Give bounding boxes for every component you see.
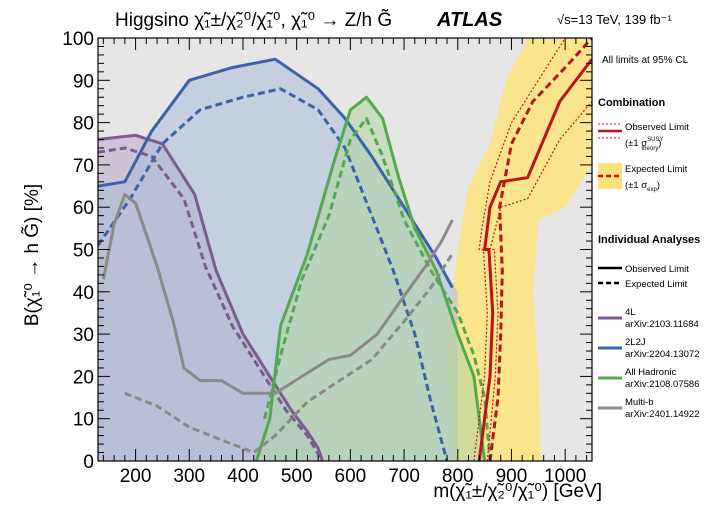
experiment-label: ATLAS — [436, 9, 503, 31]
x-tick-label: 400 — [227, 466, 259, 487]
legend-hadronic-name: All Hadronic — [625, 367, 676, 378]
4l-expected-line — [98, 146, 324, 461]
legend-obs-sup: SUSY — [647, 137, 663, 143]
combination-observed-down — [486, 101, 592, 461]
combination-observed-up — [473, 38, 566, 461]
legend-comb-observed-sub: (±1 σSUSY theory) — [625, 137, 664, 152]
legend-2l2j-ref: arXiv:2204.13072 — [625, 349, 699, 360]
y-tick-label: 40 — [73, 283, 94, 304]
y-tick-label: 60 — [73, 198, 94, 219]
axes: 200 300 400 500 600 700 800 900 1000 0 10 20 30 40 50 6… — [62, 29, 593, 487]
legend-hadronic-ref: arXiv:2108.07586 — [625, 379, 699, 390]
all-hadronic-expected-line — [263, 116, 492, 461]
y-tick-label: 30 — [73, 325, 94, 346]
y-axis-label: B(χ̃₁⁰ → h G̃) [%] — [21, 184, 43, 326]
legend-ind-expected: Expected Limit — [625, 279, 688, 290]
legend-multib-name: Multi-b — [625, 397, 654, 408]
legend-combination-header: Combination — [598, 97, 665, 109]
4l-observed-line — [98, 133, 324, 461]
chart-title: Higgsino χ̃₁±/χ̃₂⁰/χ̃₁⁰, χ̃₁⁰ → Z/h G̃ — [115, 9, 392, 31]
y-tick-label: 100 — [62, 29, 94, 50]
y-tick-label: 50 — [73, 241, 94, 262]
x-tick-label: 600 — [335, 466, 367, 487]
combination-observed-line — [477, 58, 592, 461]
legend-comb-expected-sub: (±1 σexp) — [625, 180, 660, 193]
2l2j-expected-line — [98, 87, 449, 461]
legend: All limits at 95% CL Combination Observe… — [598, 55, 700, 420]
x-tick-label: 200 — [120, 466, 152, 487]
legend-obs-sub: (±1 σ — [625, 138, 647, 149]
y-tick-label: 10 — [73, 410, 94, 431]
combination-expected-band — [447, 38, 592, 461]
legend-ind-observed: Observed Limit — [625, 264, 689, 275]
legend-obs-subsub: theory — [642, 146, 659, 152]
multi-b-observed-line — [101, 193, 454, 395]
x-tick-label: 800 — [442, 466, 474, 487]
legend-comb-observed: Observed Limit — [625, 122, 689, 133]
multi-b-expected-line — [124, 252, 454, 454]
y-tick-label: 20 — [73, 367, 94, 388]
legend-2l2j-name: 2L2J — [625, 337, 646, 348]
legend-4l-name: 4L — [625, 307, 636, 318]
x-tick-label: 300 — [173, 466, 205, 487]
legend-comb-expected: Expected Limit — [625, 164, 688, 175]
x-tick-label: 900 — [496, 466, 528, 487]
plot-area — [98, 38, 592, 461]
all-hadronic-observed-line — [254, 95, 487, 461]
plot-content — [98, 38, 592, 461]
legend-individual-header: Individual Analyses — [598, 234, 700, 246]
legend-4l-ref: arXiv:2103.11684 — [625, 319, 699, 330]
y-tick-label: 80 — [73, 114, 94, 135]
legend-exp-end: ) — [657, 180, 660, 191]
x-tick-label: 700 — [388, 466, 420, 487]
legend-multib-ref: arXiv:2401.14922 — [625, 409, 699, 420]
y-tick-label: 90 — [73, 71, 94, 92]
y-tick-label: 0 — [83, 452, 94, 473]
x-axis-label: m(χ̃₁±/χ̃₂⁰/χ̃₁⁰) [GeV] — [433, 481, 602, 502]
legend-exp-subsub: exp — [647, 187, 657, 193]
combination-expected-line — [488, 38, 592, 461]
legend-cl-note: All limits at 95% CL — [602, 55, 689, 66]
legend-exp-sub: (±1 σ — [625, 180, 647, 191]
legend-obs-end: ) — [658, 138, 661, 149]
x-tick-label: 1000 — [544, 466, 586, 487]
energy-label: √s=13 TeV, 139 fb⁻¹ — [557, 12, 673, 27]
y-tick-label: 70 — [73, 156, 94, 177]
x-tick-label: 500 — [281, 466, 313, 487]
